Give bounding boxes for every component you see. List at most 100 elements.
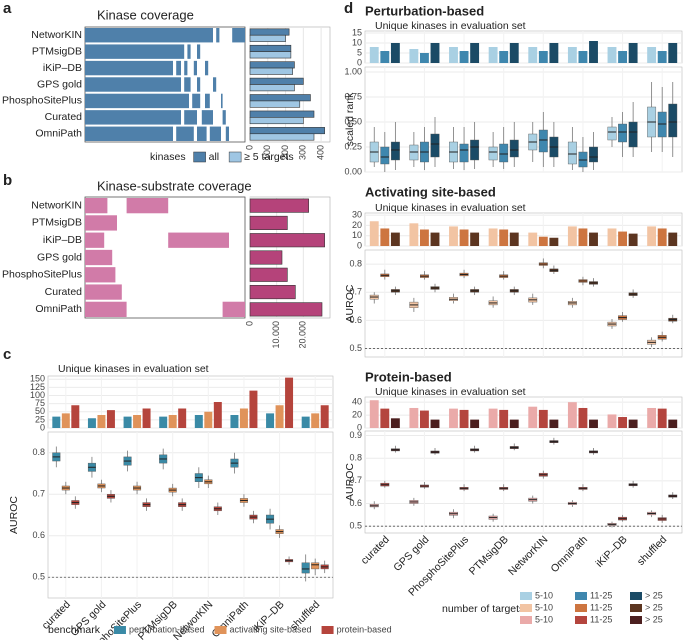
bar (380, 408, 390, 428)
coverage-segment (221, 93, 223, 109)
coverage-segment (197, 126, 207, 141)
bar (657, 408, 667, 428)
x-tick-label: curated (359, 533, 392, 566)
bar (668, 43, 678, 63)
bar (459, 409, 469, 428)
bar (668, 419, 678, 428)
box (607, 126, 617, 141)
x-tick-label: PTMsigDB (467, 534, 511, 578)
box (589, 146, 598, 163)
plot-frame (364, 430, 683, 534)
coverage-segment (126, 198, 169, 214)
y-axis-label: scaled rank (344, 92, 356, 146)
coverage-segment (225, 126, 229, 141)
y-tick-label: 75 (35, 398, 45, 408)
bar (71, 405, 80, 428)
x-tick-label: 100 (262, 145, 272, 160)
coverage-segment (197, 44, 201, 59)
y-tick-label: 0.6 (349, 498, 362, 508)
bar (369, 221, 379, 246)
box (488, 146, 498, 161)
bar (249, 233, 325, 248)
bar (488, 47, 498, 63)
bar (380, 51, 390, 63)
legend-label: activating site-based (230, 624, 312, 634)
coverage-segment (184, 77, 191, 92)
coverage-segment (85, 215, 117, 231)
coverage-segment (232, 28, 245, 43)
y-tick-label: 30 (352, 209, 362, 219)
bar (549, 43, 559, 63)
bar (285, 377, 294, 428)
legend-swatch (214, 626, 227, 634)
coverage-segment (216, 28, 220, 43)
box (618, 123, 627, 143)
bar (607, 228, 617, 246)
y-tick-label: 25 (35, 414, 45, 424)
bar (668, 232, 678, 246)
bar (249, 34, 286, 42)
coverage-segment (85, 110, 181, 125)
legend-label: 11-25 (590, 602, 612, 612)
bar (538, 51, 548, 63)
legend-swatch (630, 616, 642, 624)
bar (369, 400, 379, 428)
box (668, 103, 678, 138)
bar (390, 232, 400, 246)
bar (249, 77, 304, 85)
coverage-segment (85, 301, 127, 317)
coverage-segment (187, 44, 191, 59)
bar (159, 416, 168, 428)
bar (459, 229, 469, 246)
box (538, 129, 548, 153)
coverage-segment (85, 126, 173, 141)
bar (419, 229, 429, 246)
bar (628, 43, 638, 63)
bar (509, 232, 519, 246)
legend-title: number of targets (442, 603, 524, 615)
bar (249, 302, 323, 317)
bar (499, 229, 509, 246)
coverage-segment (85, 267, 116, 283)
panel-letter: b (3, 172, 12, 189)
bar (61, 413, 70, 428)
bar (549, 237, 559, 246)
bar (369, 47, 379, 63)
y-tick-label: 0.7 (349, 287, 362, 297)
row-label: PhosphoSitePlus (2, 269, 82, 281)
coverage-segment (176, 126, 194, 141)
row-label: GPS gold (37, 78, 82, 90)
coverage-segment (222, 301, 245, 317)
bar (123, 416, 132, 428)
y-tick-label: 0.8 (349, 453, 362, 463)
x-tick-label: NetworKIN (506, 534, 550, 578)
row-label: OmniPath (35, 128, 82, 140)
coverage-segment (184, 60, 188, 76)
panel-title: Activating site-based (365, 184, 496, 199)
bar (430, 419, 440, 428)
box (499, 143, 509, 163)
y-tick-label: 125 (30, 382, 45, 392)
x-tick-label: GPS gold (391, 533, 431, 573)
bar (301, 416, 310, 428)
bar (567, 47, 577, 63)
y-tick-label: 0.7 (349, 475, 362, 485)
y-tick-label: 20 (352, 220, 362, 230)
subtitle: Unique kinases in evaluation set (58, 363, 209, 375)
bar (528, 232, 538, 246)
legend-label: 5-10 (535, 590, 553, 600)
legend-swatch (321, 626, 334, 634)
bar (390, 43, 400, 63)
subtitle: Unique kinases in evaluation set (375, 386, 526, 398)
bar (249, 285, 296, 300)
row-label: NetworKIN (31, 199, 82, 211)
legend-label: 5-10 (535, 602, 553, 612)
coverage-segment (85, 198, 108, 214)
bar (419, 53, 429, 63)
bar (239, 408, 248, 428)
bar (528, 406, 538, 428)
bar (538, 409, 548, 428)
y-tick-label: 1.00 (344, 66, 362, 76)
legend-swatch (193, 151, 206, 163)
legend-swatch (575, 616, 587, 624)
